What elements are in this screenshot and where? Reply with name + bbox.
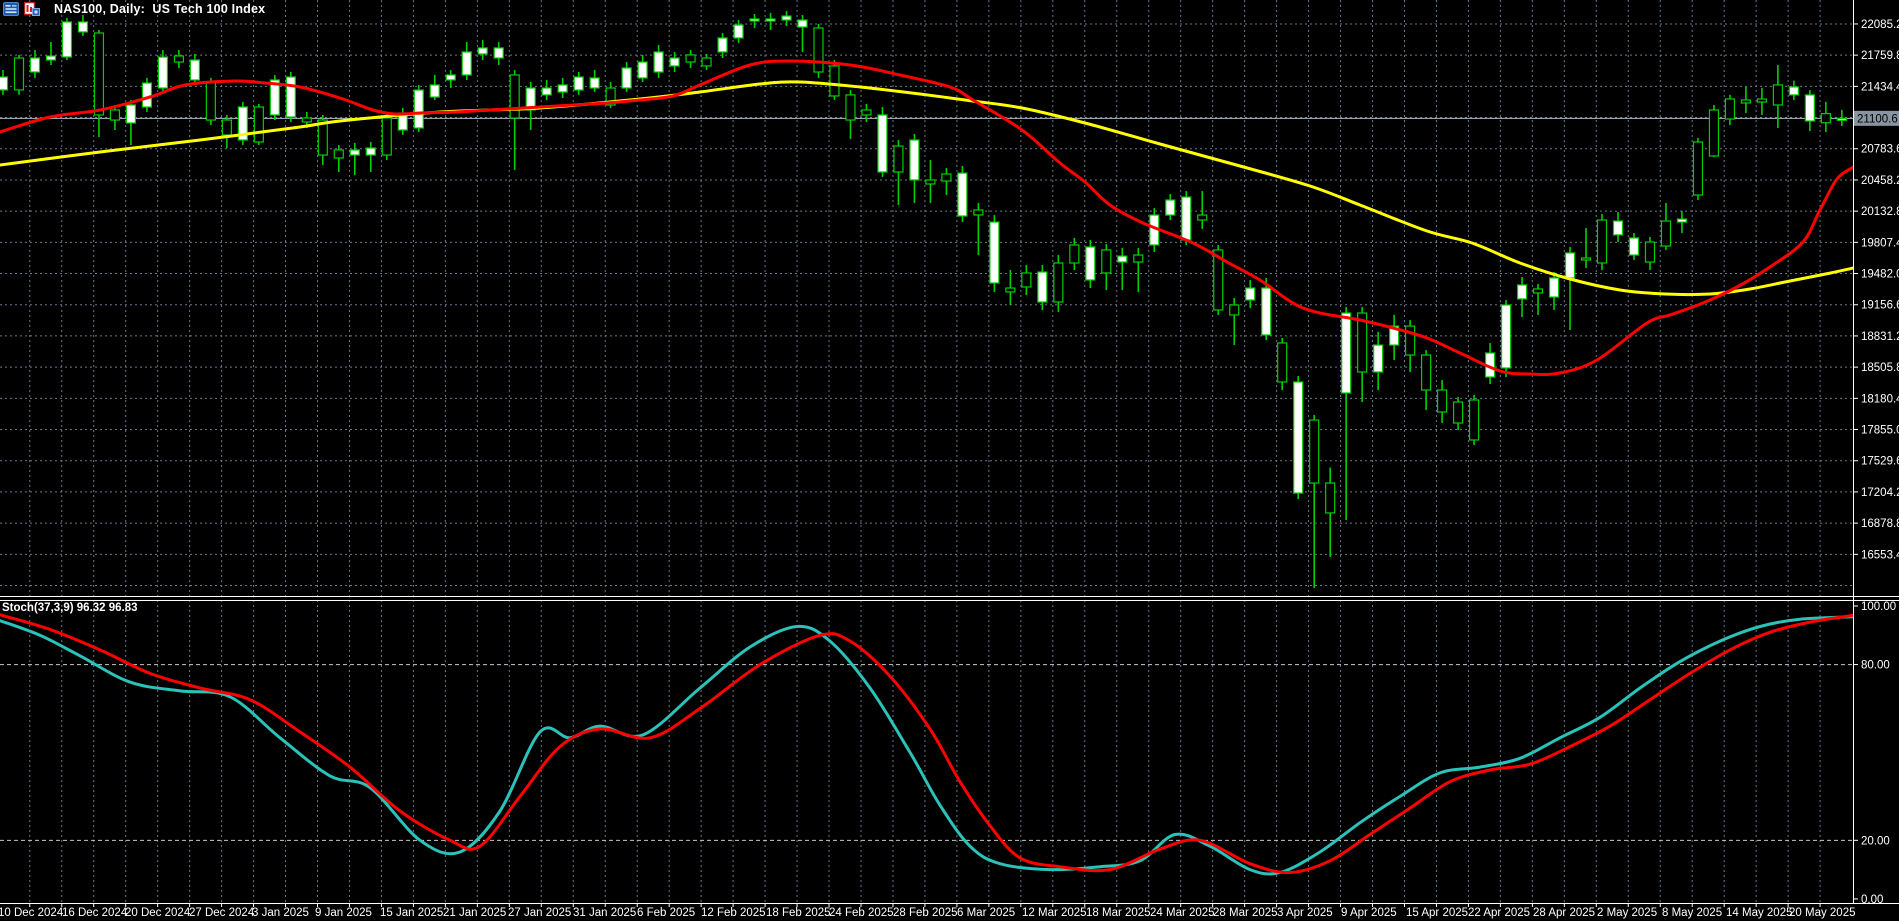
price-axis-label: 20458.2 [1861, 175, 1899, 187]
grid [0, 0, 1853, 903]
date-axis-label: 2 May 2025 [1597, 907, 1657, 919]
date-axis-label: 28 Feb 2025 [893, 907, 958, 919]
date-axis-label: 12 Feb 2025 [701, 907, 766, 919]
date-axis-label: 9 Jan 2025 [315, 907, 372, 919]
price-axis-label: 21759.8 [1861, 50, 1899, 62]
price-axis-label: 19156.6 [1861, 300, 1899, 312]
date-axis-label: 28 Mar 2025 [1213, 907, 1278, 919]
date-axis-label: 3 Apr 2025 [1277, 907, 1333, 919]
date-axis-label: 20 May 2025 [1789, 907, 1856, 919]
date-axis-label: 9 Apr 2025 [1341, 907, 1397, 919]
price-axis[interactable]: 22085.2 21759.8 21434.4 20783.6 20458.2 20132… [1853, 19, 1899, 906]
date-axis-label: 6 Mar 2025 [957, 907, 1015, 919]
candlestick-series [0, 11, 1847, 588]
stoch-axis-label: 100.00 [1861, 601, 1896, 613]
date-axis-label: 8 May 2025 [1662, 907, 1722, 919]
moving-averages [0, 59, 1853, 376]
date-axis-label: 15 Apr 2025 [1406, 907, 1468, 919]
date-axis-label: 10 Dec 2024 [0, 907, 64, 919]
stoch-axis-label: 20.00 [1861, 835, 1890, 847]
price-axis-label: 17204.2 [1861, 487, 1899, 499]
stochastic-series [0, 613, 1853, 876]
current-price-box: 21100.6 [1854, 110, 1899, 126]
price-axis-label: 18831.2 [1861, 331, 1899, 343]
date-axis-label: 28 Apr 2025 [1533, 907, 1595, 919]
date-axis-label: 27 Dec 2024 [189, 907, 255, 919]
price-axis-label: 18180.4 [1861, 393, 1899, 405]
stochastic-indicator-label: Stoch(37,3,9) 96.32 96.83 [2, 602, 138, 614]
price-axis-label: 16553.4 [1861, 549, 1899, 561]
date-axis-label: 14 May 2025 [1726, 907, 1793, 919]
date-axis-label: 3 Jan 2025 [252, 907, 309, 919]
price-axis-label: 17855.0 [1861, 425, 1899, 437]
chart-title: NAS100, Daily: US Tech 100 Index [54, 2, 266, 16]
date-axis-label: 15 Jan 2025 [380, 907, 443, 919]
date-axis-label: 20 Dec 2024 [125, 907, 191, 919]
date-axis-label: 24 Feb 2025 [829, 907, 894, 919]
stoch-axis-label: 80.00 [1861, 660, 1890, 672]
panel-separator[interactable] [0, 596, 1899, 601]
price-axis-label: 21434.4 [1861, 81, 1899, 93]
chart-titlebar: NAS100, Daily: US Tech 100 Index [3, 1, 266, 16]
price-axis-label: 19482.0 [1861, 269, 1899, 281]
date-axis-label: 22 Apr 2025 [1468, 907, 1530, 919]
price-axis-label: 17529.6 [1861, 456, 1899, 468]
price-axis-label: 16878.8 [1861, 518, 1899, 530]
current-price-value: 21100.6 [1857, 113, 1898, 125]
date-axis-label: 6 Feb 2025 [637, 907, 695, 919]
date-axis-label: 18 Mar 2025 [1086, 907, 1151, 919]
price-axis-label: 20132.8 [1861, 206, 1899, 218]
stoch-axis-label: 0.00 [1861, 894, 1883, 906]
indicator-list-icon[interactable] [3, 2, 19, 16]
price-axis-label: 20783.6 [1861, 144, 1899, 156]
date-axis-label: 21 Jan 2025 [443, 907, 506, 919]
date-axis-label: 12 Mar 2025 [1022, 907, 1087, 919]
date-axis-label: 27 Jan 2025 [508, 907, 571, 919]
price-axis-label: 22085.2 [1861, 19, 1899, 31]
date-axis-label: 31 Jan 2025 [573, 907, 636, 919]
date-axis-label: 16 Dec 2024 [62, 907, 128, 919]
date-axis-label: 18 Feb 2025 [766, 907, 831, 919]
price-axis-label: 19807.4 [1861, 237, 1899, 249]
date-axis-label: 24 Mar 2025 [1150, 907, 1215, 919]
chart-profile-icon[interactable] [23, 1, 40, 16]
price-axis-label: 18505.8 [1861, 362, 1899, 374]
